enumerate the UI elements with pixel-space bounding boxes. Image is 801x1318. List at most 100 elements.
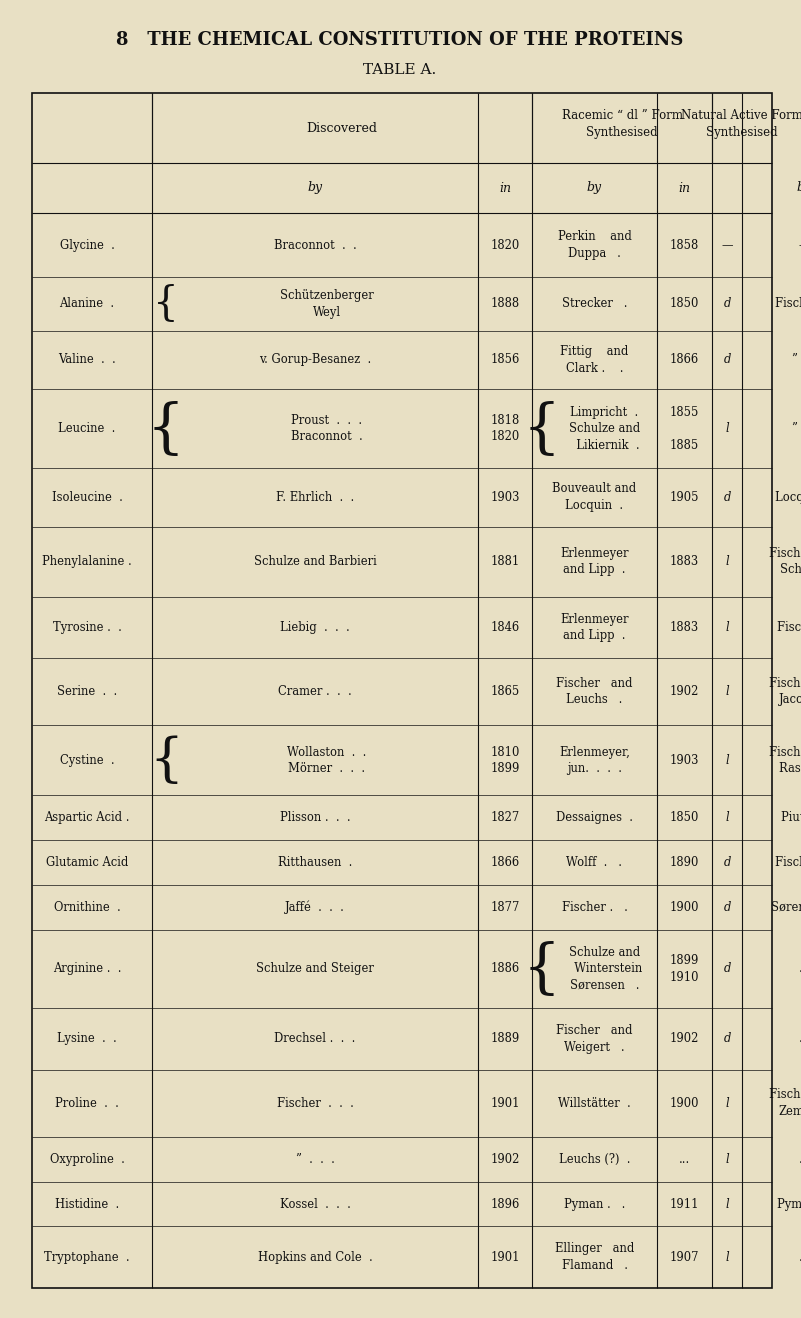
Text: 1902: 1902: [490, 1153, 520, 1165]
Text: d: d: [723, 962, 731, 975]
Text: l: l: [725, 1251, 729, 1264]
Text: 1818
1820: 1818 1820: [490, 414, 520, 443]
Text: 1883: 1883: [670, 621, 699, 634]
Text: 1846: 1846: [490, 621, 520, 634]
Text: l: l: [725, 811, 729, 824]
Text: 1889: 1889: [490, 1032, 520, 1045]
Text: l: l: [725, 1097, 729, 1110]
Text: ”    .: ” .: [792, 422, 801, 435]
Text: Racemic “ dl ” Form
Synthesised: Racemic “ dl ” Form Synthesised: [562, 109, 682, 138]
Text: Piutti   .: Piutti .: [781, 811, 801, 824]
Text: by: by: [587, 182, 602, 195]
Text: d: d: [723, 1032, 731, 1045]
Text: Ornithine  .: Ornithine .: [54, 900, 120, 913]
Text: 8   THE CHEMICAL CONSTITUTION OF THE PROTEINS: 8 THE CHEMICAL CONSTITUTION OF THE PROTE…: [116, 32, 684, 49]
Text: Oxyproline  .: Oxyproline .: [50, 1153, 124, 1165]
Text: Schulze and
  Winterstein
Sørensen   .: Schulze and Winterstein Sørensen .: [567, 946, 642, 992]
Text: Pyman   .: Pyman .: [777, 1198, 801, 1210]
Text: Drechsel .  .  .: Drechsel . . .: [274, 1032, 356, 1045]
Text: 1902: 1902: [670, 685, 699, 699]
Text: Tyrosine .  .: Tyrosine . .: [53, 621, 122, 634]
Text: Tryptophane  .: Tryptophane .: [44, 1251, 130, 1264]
Text: 1850: 1850: [670, 298, 699, 311]
Text: Dessaignes  .: Dessaignes .: [556, 811, 633, 824]
Text: Jaffé  .  .  .: Jaffé . . .: [285, 900, 345, 913]
Text: Aspartic Acid .: Aspartic Acid .: [44, 811, 130, 824]
Text: Fischer   .: Fischer .: [775, 298, 801, 311]
Text: 1881: 1881: [490, 555, 520, 568]
Text: Willstätter  .: Willstätter .: [558, 1097, 631, 1110]
Text: Leucine  .: Leucine .: [58, 422, 115, 435]
Text: 1855

1885: 1855 1885: [670, 406, 699, 452]
Text: by: by: [308, 182, 323, 195]
Text: 1905: 1905: [670, 490, 699, 503]
Text: Fischer   .: Fischer .: [775, 855, 801, 869]
Text: Kossel  .  .  .: Kossel . . .: [280, 1198, 351, 1210]
Text: Arginine .  .: Arginine . .: [53, 962, 121, 975]
Text: Fischer  .  .  .: Fischer . . .: [276, 1097, 353, 1110]
Text: TABLE A.: TABLE A.: [364, 63, 437, 76]
Text: d: d: [723, 900, 731, 913]
Text: Braconnot  .  .: Braconnot . .: [274, 239, 356, 252]
Text: Fischer .   .: Fischer . .: [562, 900, 627, 913]
Text: 1810
1899: 1810 1899: [490, 746, 520, 775]
Text: Perkin    and
Duppa   .: Perkin and Duppa .: [557, 231, 631, 260]
Text: ...: ...: [799, 962, 801, 975]
Text: Fischer  .: Fischer .: [776, 621, 801, 634]
Text: Limpricht  .
Schulze and
  Likiernik  .: Limpricht . Schulze and Likiernik .: [569, 406, 640, 452]
Text: ...: ...: [799, 1032, 801, 1045]
Text: {: {: [523, 940, 561, 998]
Text: 1903: 1903: [490, 490, 520, 503]
Text: Fischer and
Zemplen: Fischer and Zemplen: [770, 1089, 801, 1118]
Text: 1896: 1896: [490, 1198, 520, 1210]
Text: Ellinger   and
Flamand   .: Ellinger and Flamand .: [555, 1243, 634, 1272]
Text: by: by: [796, 182, 801, 195]
Text: 1856: 1856: [490, 353, 520, 366]
Text: Schützenberger
Weyl: Schützenberger Weyl: [280, 289, 374, 319]
Text: Cystine  .: Cystine .: [60, 754, 115, 767]
Text: l: l: [725, 1198, 729, 1210]
Text: 1900: 1900: [670, 1097, 699, 1110]
Text: Wolff  .   .: Wolff . .: [566, 855, 622, 869]
Text: d: d: [723, 855, 731, 869]
Text: d: d: [723, 353, 731, 366]
Text: 1883: 1883: [670, 555, 699, 568]
Text: Histidine  .: Histidine .: [55, 1198, 119, 1210]
Text: 1886: 1886: [490, 962, 520, 975]
Text: —: —: [799, 239, 801, 252]
Text: Proust  .  .  .
Braconnot  .: Proust . . . Braconnot .: [291, 414, 363, 443]
Text: Liebig  .  .  .: Liebig . . .: [280, 621, 350, 634]
Text: 1827: 1827: [490, 811, 520, 824]
Text: 1902: 1902: [670, 1032, 699, 1045]
Text: Plisson .  .  .: Plisson . . .: [280, 811, 350, 824]
Text: 1866: 1866: [490, 855, 520, 869]
Text: 1888: 1888: [490, 298, 520, 311]
Text: Fischer   and
Weigert   .: Fischer and Weigert .: [556, 1024, 633, 1053]
Text: ”    .: ” .: [792, 353, 801, 366]
Text: Serine  .  .: Serine . .: [57, 685, 117, 699]
Text: in: in: [678, 182, 690, 195]
Text: l: l: [725, 555, 729, 568]
Text: F. Ehrlich  .  .: F. Ehrlich . .: [276, 490, 354, 503]
Text: in: in: [499, 182, 511, 195]
Text: 1899
1910: 1899 1910: [670, 954, 699, 983]
Text: Phenylalanine .: Phenylalanine .: [42, 555, 132, 568]
Text: Valine  .  .: Valine . .: [58, 353, 116, 366]
Text: Alanine  .: Alanine .: [59, 298, 115, 311]
Text: Isoleucine  .: Isoleucine .: [51, 490, 123, 503]
Text: {: {: [523, 399, 561, 457]
Text: 1911: 1911: [670, 1198, 699, 1210]
Text: {: {: [149, 735, 183, 786]
Text: l: l: [725, 621, 729, 634]
Text: Proline  .  .: Proline . .: [55, 1097, 119, 1110]
Text: Erlenmeyer
and Lipp  .: Erlenmeyer and Lipp .: [560, 547, 629, 576]
Text: Fischer and
Jacobs  .: Fischer and Jacobs .: [770, 677, 801, 706]
Text: Erlenmeyer,
jun.  .  .  .: Erlenmeyer, jun. . . .: [559, 746, 630, 775]
Text: Wollaston  .  .
Mörner  .  .  .: Wollaston . . Mörner . . .: [288, 746, 367, 775]
Text: ...: ...: [799, 1153, 801, 1165]
Text: Sørensen  .: Sørensen .: [771, 900, 801, 913]
Text: 1903: 1903: [670, 754, 699, 767]
Text: l: l: [725, 685, 729, 699]
Text: Natural Active Form
Synthesised: Natural Active Form Synthesised: [681, 109, 801, 138]
Text: Bouveault and
Locquin  .: Bouveault and Locquin .: [553, 482, 637, 511]
